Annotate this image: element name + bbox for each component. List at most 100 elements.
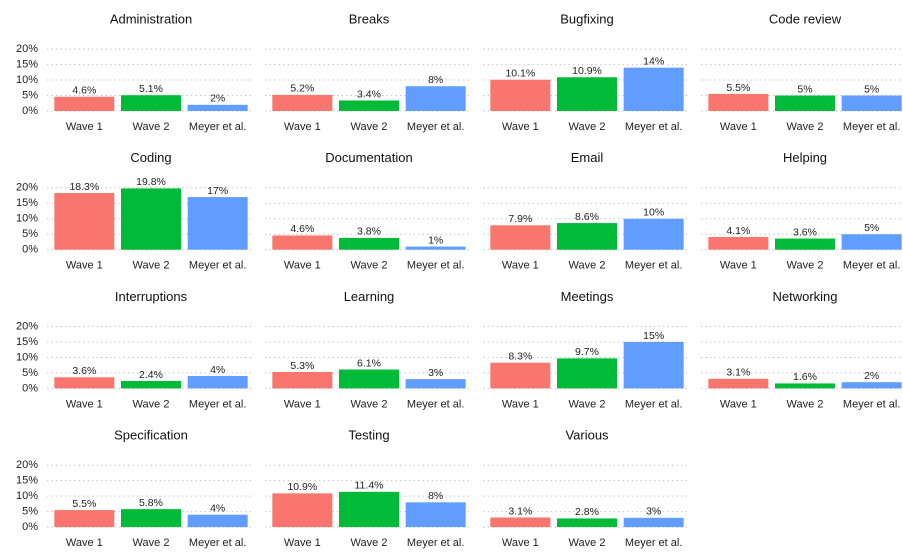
x-tick-label: Meyer et al.: [189, 260, 246, 272]
y-tick-label: 20%: [16, 459, 38, 471]
bar: [339, 491, 399, 528]
bar: [272, 493, 333, 528]
value-label: 8%: [428, 74, 443, 86]
x-tick-label: Meyer et al.: [189, 537, 246, 549]
y-tick-label: 0%: [22, 105, 38, 117]
x-tick-label: Meyer et al.: [189, 121, 246, 133]
bar: [54, 377, 115, 389]
value-label: 8.6%: [575, 211, 599, 223]
panel-title: Breaks: [349, 11, 390, 26]
value-label: 19.8%: [136, 176, 166, 188]
x-tick-label: Wave 1: [720, 260, 757, 272]
value-label: 8.3%: [508, 350, 532, 362]
y-tick-label: 10%: [16, 213, 38, 225]
bar: [708, 93, 769, 111]
value-label: 5%: [864, 222, 879, 234]
value-label: 4%: [210, 364, 225, 376]
x-tick-label: Meyer et al.: [843, 260, 900, 272]
bar: [490, 225, 551, 250]
x-tick-label: Wave 1: [66, 121, 103, 133]
bar: [623, 218, 684, 250]
bar: [405, 502, 466, 528]
bar: [841, 234, 902, 250]
y-tick-label: 5%: [22, 89, 38, 101]
bar: [623, 517, 684, 528]
y-tick-label: 20%: [16, 182, 38, 194]
bar: [187, 376, 248, 389]
bar: [708, 378, 769, 389]
bar: [121, 188, 181, 250]
bar: [339, 369, 399, 389]
value-label: 5.5%: [72, 498, 96, 510]
value-label: 3.6%: [793, 226, 817, 238]
x-tick-label: Meyer et al.: [407, 398, 464, 410]
value-label: 3.6%: [72, 365, 96, 377]
x-tick-label: Wave 2: [569, 121, 606, 133]
value-label: 3.1%: [726, 367, 750, 379]
bar: [490, 79, 551, 111]
value-label: 2%: [864, 370, 879, 382]
value-label: 8%: [428, 490, 443, 502]
panel-title: Meetings: [561, 289, 614, 304]
x-tick-label: Meyer et al.: [625, 537, 682, 549]
panel-title: Various: [565, 428, 609, 443]
x-tick-label: Wave 1: [66, 537, 103, 549]
x-tick-label: Wave 2: [133, 121, 170, 133]
x-tick-label: Wave 2: [569, 260, 606, 272]
value-label: 4.6%: [72, 85, 96, 97]
value-label: 1%: [428, 234, 443, 246]
y-tick-label: 20%: [16, 43, 38, 55]
y-tick-label: 10%: [16, 490, 38, 502]
value-label: 5.2%: [290, 83, 314, 95]
y-tick-label: 5%: [22, 367, 38, 379]
value-label: 4%: [210, 503, 225, 515]
y-tick-label: 15%: [16, 197, 38, 209]
panel-title: Email: [571, 150, 604, 165]
x-tick-label: Wave 2: [569, 398, 606, 410]
bar: [557, 358, 617, 389]
bar: [339, 237, 399, 250]
bar: [405, 379, 466, 389]
value-label: 7.9%: [508, 213, 532, 225]
panel-title: Code review: [769, 11, 842, 26]
value-label: 3%: [428, 367, 443, 379]
x-tick-label: Wave 2: [133, 398, 170, 410]
y-tick-label: 15%: [16, 475, 38, 487]
x-tick-label: Meyer et al.: [189, 398, 246, 410]
value-label: 10.9%: [287, 481, 317, 493]
x-tick-label: Wave 2: [351, 398, 388, 410]
y-tick-label: 0%: [22, 382, 38, 394]
value-label: 15%: [643, 330, 664, 342]
x-tick-label: Wave 2: [787, 260, 824, 272]
value-label: 14%: [643, 55, 664, 67]
x-tick-label: Wave 1: [502, 121, 539, 133]
bar: [121, 380, 181, 389]
value-label: 5.5%: [726, 82, 750, 94]
value-label: 4.1%: [726, 225, 750, 237]
x-tick-label: Wave 2: [133, 537, 170, 549]
value-label: 1.6%: [793, 371, 817, 383]
bar: [841, 382, 902, 389]
x-tick-label: Meyer et al.: [843, 121, 900, 133]
x-tick-label: Wave 1: [502, 537, 539, 549]
x-tick-label: Meyer et al.: [407, 121, 464, 133]
value-label: 11.4%: [355, 480, 384, 492]
value-label: 5.3%: [290, 360, 314, 372]
x-tick-label: Wave 1: [502, 398, 539, 410]
y-tick-label: 10%: [16, 74, 38, 86]
x-tick-label: Wave 2: [787, 121, 824, 133]
x-tick-label: Wave 1: [720, 121, 757, 133]
value-label: 6.1%: [357, 357, 381, 369]
value-label: 2.8%: [575, 506, 599, 518]
bar: [272, 235, 333, 250]
bar: [272, 371, 333, 389]
x-tick-label: Meyer et al.: [843, 398, 900, 410]
panel-title: Bugfixing: [560, 11, 613, 26]
bar: [841, 95, 902, 111]
value-label: 4.6%: [290, 223, 314, 235]
x-tick-label: Wave 1: [720, 398, 757, 410]
y-tick-label: 15%: [16, 58, 38, 70]
y-tick-label: 20%: [16, 320, 38, 332]
x-tick-label: Wave 1: [66, 260, 103, 272]
